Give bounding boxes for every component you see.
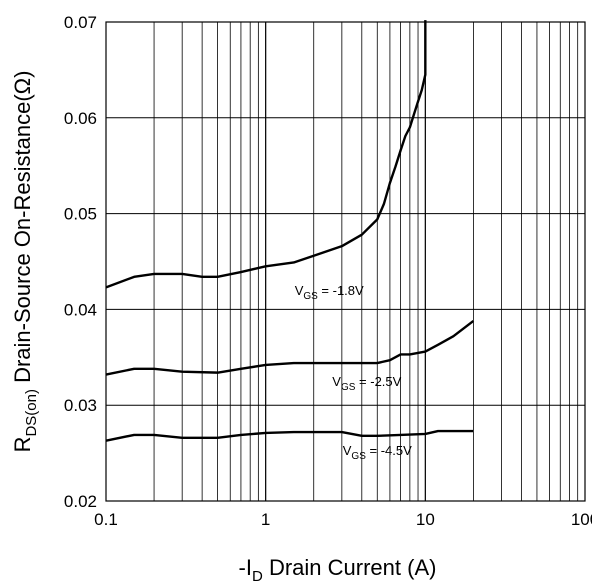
y-axis-label-suffix: Drain-Source On-Resistance(Ω) [10, 71, 35, 389]
y-tick-label: 0.03 [64, 396, 97, 415]
y-tick-label: 0.04 [64, 300, 97, 319]
series-label-1: VGS = -1.8V [295, 283, 364, 302]
x-axis-label-suffix: Drain Current (A) [263, 555, 437, 580]
plot-frame [105, 21, 586, 502]
x-axis-label-prefix: -I [239, 555, 252, 580]
y-tick-labels: 0.02 0.03 0.04 0.05 0.06 0.07 [64, 13, 97, 511]
x-tick-label: 1 [261, 510, 270, 529]
x-tick-label: 100 [571, 510, 592, 529]
y-tick-label: 0.05 [64, 205, 97, 224]
x-axis-label-subscript: D [252, 568, 263, 585]
y-axis-label: RDS(on) Drain-Source On-Resistance(Ω) [10, 71, 40, 453]
y-axis-label-subscript: DS(on) [23, 389, 40, 437]
grid [105, 21, 586, 502]
series-label-2: VGS = -2.5V [332, 374, 401, 393]
y-tick-label: 0.02 [64, 492, 97, 511]
y-axis-label-prefix: R [10, 437, 35, 453]
y-tick-label: 0.07 [64, 13, 97, 32]
x-tick-label: 10 [416, 510, 435, 529]
series-line-3 [105, 429, 474, 442]
series-line-2 [105, 319, 475, 376]
x-tick-labels: 0.1 1 10 100 [94, 510, 592, 529]
series-group [105, 20, 475, 442]
y-tick-label: 0.06 [64, 109, 97, 128]
x-tick-label: 0.1 [94, 510, 118, 529]
series-labels: VGS = -1.8V VGS = -2.5V VGS = -4.5V [295, 283, 412, 462]
x-axis-label: -ID Drain Current (A) [239, 555, 437, 585]
series-label-3: VGS = -4.5V [343, 443, 412, 462]
series-line-1 [105, 20, 427, 289]
